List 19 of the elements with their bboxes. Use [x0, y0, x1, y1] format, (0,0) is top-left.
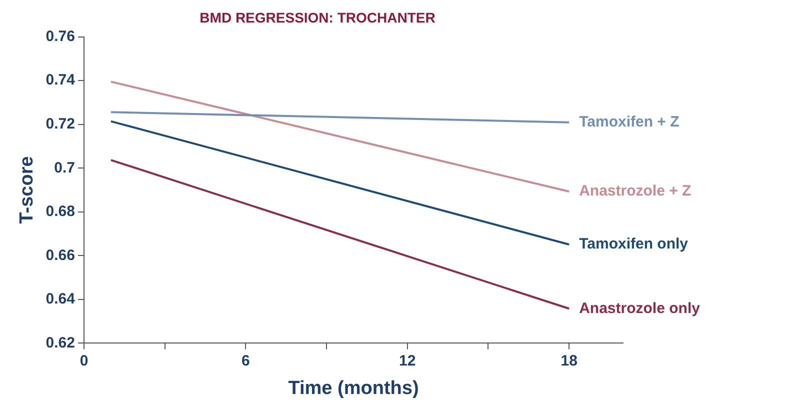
y-axis-title: T-score [16, 156, 38, 224]
series-label: Anastrozole only [579, 300, 701, 317]
y-tick-label: 0.76 [46, 28, 75, 45]
x-tick-label: 18 [560, 352, 578, 370]
y-tick-label: 0.7 [54, 159, 75, 176]
series-label: Tamoxifen only [579, 236, 689, 253]
x-tick-label: 6 [242, 352, 250, 370]
x-tick-label: 0 [80, 352, 88, 370]
chart-title: BMD REGRESSION: TROCHANTER [200, 9, 436, 26]
y-tick-label: 0.62 [46, 334, 75, 352]
x-tick-label: 12 [399, 352, 416, 370]
y-tick-label: 0.66 [46, 246, 75, 264]
y-tick-label: 0.68 [46, 203, 75, 220]
series-label: Tamoxifen + Z [579, 114, 680, 131]
y-tick-label: 0.72 [46, 115, 75, 132]
y-tick-label: 0.64 [46, 290, 76, 308]
series-label: Anastrozole + Z [579, 182, 692, 200]
y-tick-label: 0.74 [46, 72, 76, 89]
x-axis-title: Time (months) [288, 378, 419, 399]
